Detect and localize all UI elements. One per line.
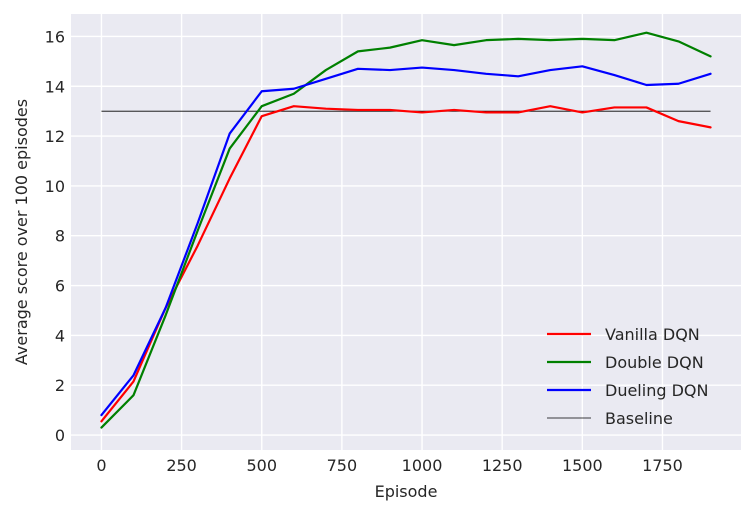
y-tick-label: 6 (55, 277, 65, 296)
series-line-vanilla-dqn (100, 105, 712, 423)
series-line-dueling-dqn (100, 65, 712, 417)
y-tick-label: 14 (45, 77, 65, 96)
x-tick-label: 750 (327, 456, 358, 475)
y-tick-label: 12 (45, 127, 65, 146)
x-tick-label: 1250 (482, 456, 523, 475)
x-tick-label: 1500 (562, 456, 603, 475)
x-tick-label: 1000 (402, 456, 443, 475)
y-tick-label: 8 (55, 227, 65, 246)
y-tick-label: 10 (45, 177, 65, 196)
legend: Vanilla DQN Double DQN Dueling DQN Baseline (547, 325, 708, 428)
y-axis-label: Average score over 100 episodes (12, 99, 31, 365)
y-tick-label: 0 (55, 426, 65, 445)
y-axis-ticks: 0 2 4 6 8 10 12 14 16 (45, 27, 65, 445)
x-tick-label: 1750 (642, 456, 683, 475)
x-tick-label: 0 (96, 456, 106, 475)
legend-label: Double DQN (605, 353, 704, 372)
x-tick-label: 500 (246, 456, 277, 475)
grid-lines (71, 14, 741, 450)
legend-label: Vanilla DQN (605, 325, 700, 344)
legend-label: Baseline (605, 409, 673, 428)
series-line-double-dqn (100, 31, 712, 429)
x-axis-ticks: 0 250 500 750 1000 1250 1500 1750 (96, 456, 682, 475)
legend-label: Dueling DQN (605, 381, 708, 400)
x-axis-label: Episode (375, 482, 438, 501)
y-tick-label: 16 (45, 27, 65, 46)
x-tick-label: 250 (166, 456, 197, 475)
series-lines (100, 31, 712, 429)
y-tick-label: 2 (55, 376, 65, 395)
y-tick-label: 4 (55, 326, 65, 345)
